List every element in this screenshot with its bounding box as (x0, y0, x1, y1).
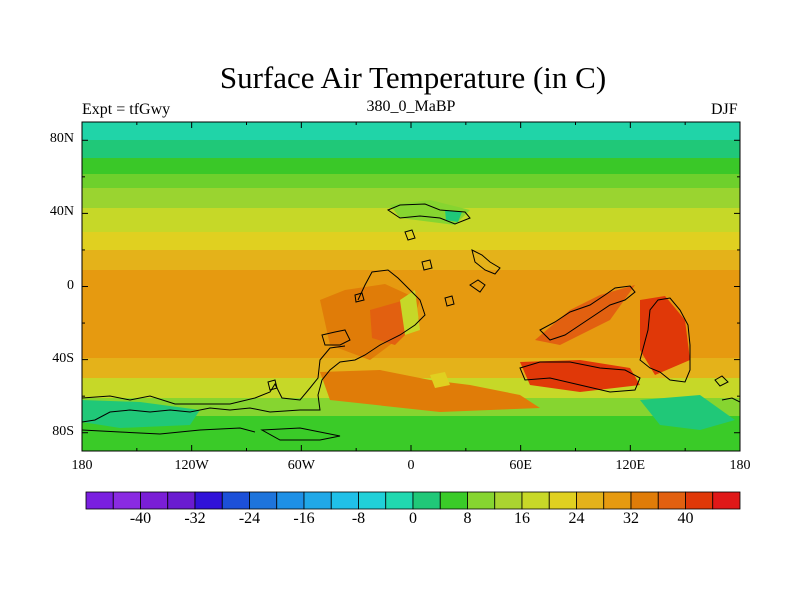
lon-tick-label: 60E (509, 458, 532, 473)
map-title: Surface Air Temperature (in C) (219, 60, 607, 95)
axis-ticks (81, 122, 741, 451)
colorbar-swatch (330, 491, 359, 510)
colorbar-swatch (467, 491, 496, 510)
colorbar-swatch (548, 491, 577, 510)
colorbar-swatch (385, 491, 414, 510)
colorbar-tick-label: 24 (568, 510, 585, 527)
lon-tick-label: 0 (407, 458, 415, 473)
colorbar-swatch (221, 491, 250, 510)
colorbar-swatch (685, 491, 714, 510)
colorbar-tick-label: 32 (623, 510, 639, 527)
coastlines (82, 203, 740, 441)
colorbar-swatch (358, 491, 387, 510)
colorbar-swatch (494, 491, 523, 510)
colorbar-tick-label: -40 (129, 510, 152, 527)
colorbar-swatch (85, 491, 114, 510)
lat-tick-label: 0 (67, 277, 74, 293)
colorbar-tick-label: -16 (293, 510, 315, 527)
lat-tick-label: 80N (49, 131, 74, 147)
colorbar-swatch (657, 491, 686, 510)
colorbar-tick-label: -32 (184, 510, 206, 527)
colorbar-swatch (140, 491, 169, 510)
colorbar-swatch (521, 491, 550, 510)
lat-tick-label: 80S (52, 423, 74, 439)
colorbar-tick-label: 16 (514, 510, 530, 527)
colorbar-swatch (303, 491, 332, 510)
lon-tick-label: 180 (729, 458, 751, 473)
colorbar-swatch (630, 491, 659, 510)
lon-tick-label: 120W (174, 458, 209, 473)
colorbar-tick-label: 8 (463, 510, 472, 527)
colorbar-swatch (712, 491, 741, 510)
colorbar-tick-label: 40 (677, 510, 694, 527)
lon-tick-label: 120E (615, 458, 646, 473)
temperature-field (82, 122, 740, 451)
lat-tick-label: 40N (49, 204, 74, 220)
colorbar-swatch (439, 491, 468, 510)
colorbar-tick-label: -8 (351, 510, 366, 527)
colorbar-swatch (576, 491, 605, 510)
colorbar (85, 491, 741, 510)
time-label: 380_0_MaBP (366, 98, 456, 115)
lat-tick-label: 40S (52, 350, 74, 366)
colorbar-swatch (112, 491, 141, 510)
lon-tick-label: 60W (287, 458, 315, 473)
colorbar-swatch (249, 491, 278, 510)
colorbar-swatch (276, 491, 305, 510)
colorbar-tick-label: -24 (238, 510, 261, 527)
colorbar-swatch (412, 491, 441, 510)
season-label: DJF (711, 101, 738, 118)
colorbar-swatch (167, 491, 196, 510)
colorbar-swatch (603, 491, 632, 510)
lon-tick-label: 180 (71, 458, 93, 473)
colorbar-swatch (194, 491, 223, 510)
experiment-label: Expt = tfGwy (82, 101, 171, 118)
colorbar-tick-label: 0 (409, 510, 417, 527)
